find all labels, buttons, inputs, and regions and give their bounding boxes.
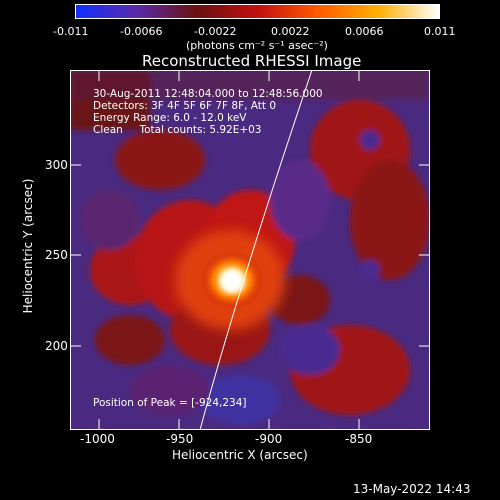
colorbar (75, 4, 440, 19)
x-tick-label: -850 (345, 432, 373, 446)
x-tick-label: -900 (255, 432, 283, 446)
colorbar-tick-label: 0.0066 (345, 25, 384, 38)
colorbar-tick-label: -0.0066 (120, 25, 163, 38)
detectors-info: Detectors: 3F 4F 5F 6F 7F 8F, Att 0 (93, 100, 277, 112)
y-tick-label: 200 (45, 339, 68, 353)
solar-limb-line (199, 70, 313, 430)
x-tick-label: -950 (166, 432, 194, 446)
plot-title: Reconstructed RHESSI Image (142, 52, 362, 70)
clean-total-counts: Clean Total counts: 5.92E+03 (93, 124, 262, 136)
colorbar-tick-label: -0.0022 (194, 25, 237, 38)
colorbar-max-label: 0.011 (424, 25, 456, 38)
y-tick-label: 300 (45, 158, 68, 172)
y-axis-label: Heliocentric Y (arcsec) (21, 178, 35, 314)
observation-time-range: 30-Aug-2011 12:48:04.000 to 12:48:56.000 (93, 88, 323, 100)
image-plot (70, 70, 430, 430)
peak-position: Position of Peak = [-924,234] (93, 397, 247, 409)
x-tick-label: -1000 (80, 432, 115, 446)
colorbar-units: (photons cm⁻² s⁻¹ asec⁻²) (186, 39, 328, 52)
x-axis-label: Heliocentric X (arcsec) (172, 448, 308, 462)
x-axis-ticks (98, 70, 360, 430)
colorbar-min-label: -0.011 (53, 25, 89, 38)
y-tick-label: 250 (45, 248, 68, 262)
plot-frame (70, 70, 430, 430)
y-axis-ticks (70, 164, 430, 347)
flare-peak (175, 230, 285, 330)
energy-range-info: Energy Range: 6.0 - 12.0 keV (93, 112, 247, 124)
colorbar-tick-label: 0.0022 (271, 25, 310, 38)
render-timestamp: 13-May-2022 14:43 (353, 482, 471, 496)
